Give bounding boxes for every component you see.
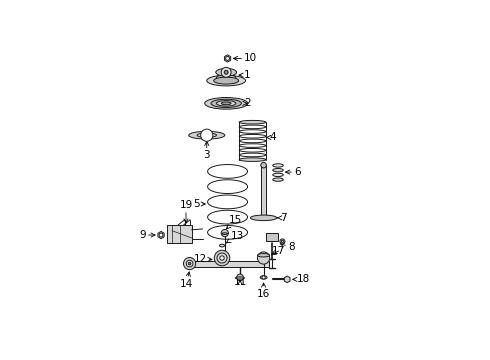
Text: 17: 17 [272, 246, 285, 256]
Circle shape [262, 276, 265, 279]
Text: 5: 5 [193, 199, 205, 209]
Bar [189, 261, 269, 267]
Text: 2: 2 [243, 98, 251, 108]
Text: 6: 6 [286, 167, 301, 177]
Text: 7: 7 [277, 213, 287, 223]
Ellipse shape [239, 125, 266, 129]
Ellipse shape [189, 131, 225, 139]
Ellipse shape [258, 253, 270, 257]
Text: 9: 9 [139, 230, 155, 240]
Ellipse shape [239, 139, 266, 143]
Ellipse shape [221, 102, 231, 105]
Circle shape [224, 70, 228, 74]
Circle shape [221, 67, 231, 77]
Circle shape [221, 229, 228, 237]
Bar [167, 225, 192, 243]
Ellipse shape [236, 277, 245, 279]
Polygon shape [224, 55, 231, 62]
Text: 16: 16 [257, 283, 270, 298]
Ellipse shape [239, 148, 266, 152]
Text: 10: 10 [234, 53, 257, 63]
Text: 15: 15 [226, 215, 243, 229]
Text: 18: 18 [293, 274, 310, 284]
Ellipse shape [239, 134, 266, 138]
Circle shape [261, 162, 267, 168]
Ellipse shape [239, 120, 266, 124]
Text: 4: 4 [266, 132, 276, 143]
Ellipse shape [239, 144, 266, 147]
Circle shape [237, 274, 244, 281]
Ellipse shape [214, 77, 239, 84]
Ellipse shape [239, 153, 266, 157]
Ellipse shape [273, 173, 283, 176]
Polygon shape [284, 276, 290, 283]
Ellipse shape [205, 98, 247, 109]
Text: 12: 12 [194, 255, 212, 264]
Circle shape [258, 252, 270, 264]
Circle shape [280, 239, 285, 244]
Ellipse shape [216, 68, 237, 76]
Ellipse shape [250, 215, 277, 221]
Circle shape [188, 262, 191, 265]
Ellipse shape [207, 75, 245, 86]
Circle shape [159, 233, 163, 237]
Ellipse shape [273, 164, 283, 167]
Bar [266, 233, 278, 242]
Text: 13: 13 [226, 231, 244, 243]
Bar [261, 165, 266, 218]
Circle shape [225, 57, 229, 60]
Ellipse shape [197, 133, 217, 138]
Text: 8: 8 [280, 243, 294, 252]
Ellipse shape [211, 99, 242, 108]
Circle shape [220, 256, 224, 260]
Ellipse shape [260, 276, 267, 279]
Text: 14: 14 [180, 272, 194, 289]
Ellipse shape [273, 168, 283, 172]
Ellipse shape [217, 100, 236, 106]
Circle shape [183, 257, 196, 270]
Ellipse shape [273, 178, 283, 181]
Text: 3: 3 [203, 141, 210, 161]
Circle shape [214, 250, 230, 266]
Ellipse shape [222, 233, 227, 234]
Ellipse shape [239, 158, 266, 161]
Circle shape [186, 260, 193, 267]
Text: 19: 19 [179, 200, 193, 223]
Circle shape [217, 253, 227, 263]
Text: 11: 11 [233, 277, 246, 287]
Circle shape [201, 129, 213, 141]
Ellipse shape [239, 130, 266, 133]
Circle shape [281, 240, 284, 243]
Polygon shape [158, 231, 164, 239]
Text: 1: 1 [239, 70, 251, 80]
Ellipse shape [220, 244, 224, 247]
